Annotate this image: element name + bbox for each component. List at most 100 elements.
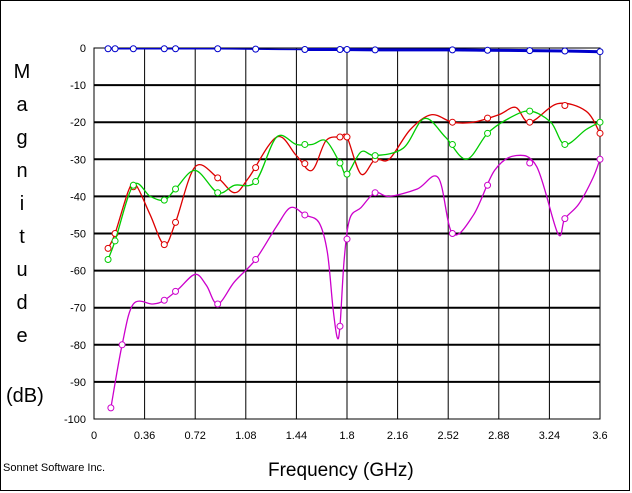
series-marker [160,296,168,304]
y-axis-label-letter: a [16,94,28,116]
series-marker [448,230,456,237]
y-tick-label: -90 [70,377,86,389]
series-marker [343,133,351,141]
series-marker [336,159,344,167]
series-marker [129,181,137,189]
series-marker [104,244,112,252]
series-marker [484,114,492,122]
x-tick-label: 0.36 [134,430,155,442]
series-marker [214,300,222,308]
series-marker [484,46,492,54]
y-tick-labels: 0 -10 -20 -30 -40 -50 -60 -70 -80 -90 -100 [64,43,86,426]
series-marker [160,45,168,53]
series-marker [448,140,456,148]
credit-text: Sonnet Software Inc. [3,462,105,474]
series-marker [104,255,112,263]
series-marker [214,45,222,53]
series-marker [172,45,180,53]
x-tick-labels: 0 0.36 0.72 1.08 1.44 1.8 2.16 2.52 2.88 3.24 3.6 [91,430,608,442]
series-marker [160,241,168,249]
series-marker [561,140,569,148]
y-axis-label-letter: e [16,325,27,347]
series-marker [561,47,569,55]
series-marker [214,174,222,182]
series-marker [104,45,112,53]
y-axis-label-letter: M [14,61,31,83]
series-marker [172,287,180,295]
series-marker [252,164,260,172]
y-axis-label-letter: t [19,226,25,248]
series-marker [526,47,534,55]
series-marker [343,45,351,53]
y-axis-label-letter: n [16,160,27,182]
series-marker [301,160,309,168]
y-tick-label: 0 [80,43,86,55]
y-tick-label: -60 [70,266,86,278]
series-marker [343,170,351,178]
series-marker [596,48,604,56]
series-marker [172,218,180,226]
series-marker [561,102,569,110]
x-tick-label: 1.8 [339,430,354,442]
series-marker [561,215,569,223]
y-axis-label-letter: u [16,259,27,281]
series-line [110,154,601,408]
y-tick-label: -30 [70,154,86,166]
x-tick-label: 2.16 [387,430,408,442]
series-marker [118,341,126,349]
series-marker [336,322,344,330]
series-marker [526,159,534,167]
series-marker [301,140,309,148]
series-marker [252,255,260,263]
series-marker [111,45,119,53]
x-tick-label: 3.24 [539,430,560,442]
series-group [104,45,604,412]
x-tick-label: 0.72 [184,430,205,442]
series-marker [336,133,344,141]
series-marker [448,118,456,126]
y-axis-label-letter: d [16,292,27,314]
x-axis-label: Frequency (GHz) [268,460,414,481]
series-marker [484,181,492,189]
series-marker [343,235,351,243]
series-marker [371,152,379,160]
series-marker [214,189,222,197]
series-marker [596,155,604,163]
series-marker [336,45,344,53]
y-axis-label-letter: g [16,127,27,149]
y-axis-unit: (dB) [6,385,44,407]
series-marker [301,45,309,53]
series-marker [526,118,534,126]
series-marker [111,237,119,245]
series-marker [371,189,379,197]
series-line [107,110,601,260]
series-marker [129,45,137,53]
x-tick-label: 1.44 [286,430,307,442]
series-line [107,102,601,249]
x-tick-label: 3.6 [592,430,607,442]
x-tick-label: 1.08 [235,430,256,442]
series-marker [596,118,604,126]
series-marker [160,196,168,204]
series-marker [252,178,260,186]
y-tick-label: -70 [70,303,86,315]
x-tick-label: 2.52 [437,430,458,442]
series-marker [301,211,309,219]
x-tick-label: 2.88 [488,430,509,442]
series-marker [448,46,456,54]
series-marker [371,46,379,54]
y-tick-label: -100 [64,414,86,426]
y-tick-label: -80 [70,340,86,352]
series-marker [172,185,180,193]
series-marker [252,45,260,53]
y-tick-label: -40 [70,191,86,203]
y-axis-label-letter: i [20,193,24,215]
y-tick-label: -10 [70,80,86,92]
series-marker [484,129,492,137]
series-marker [526,107,534,115]
y-tick-label: -50 [70,229,86,241]
y-tick-label: -20 [70,117,86,129]
